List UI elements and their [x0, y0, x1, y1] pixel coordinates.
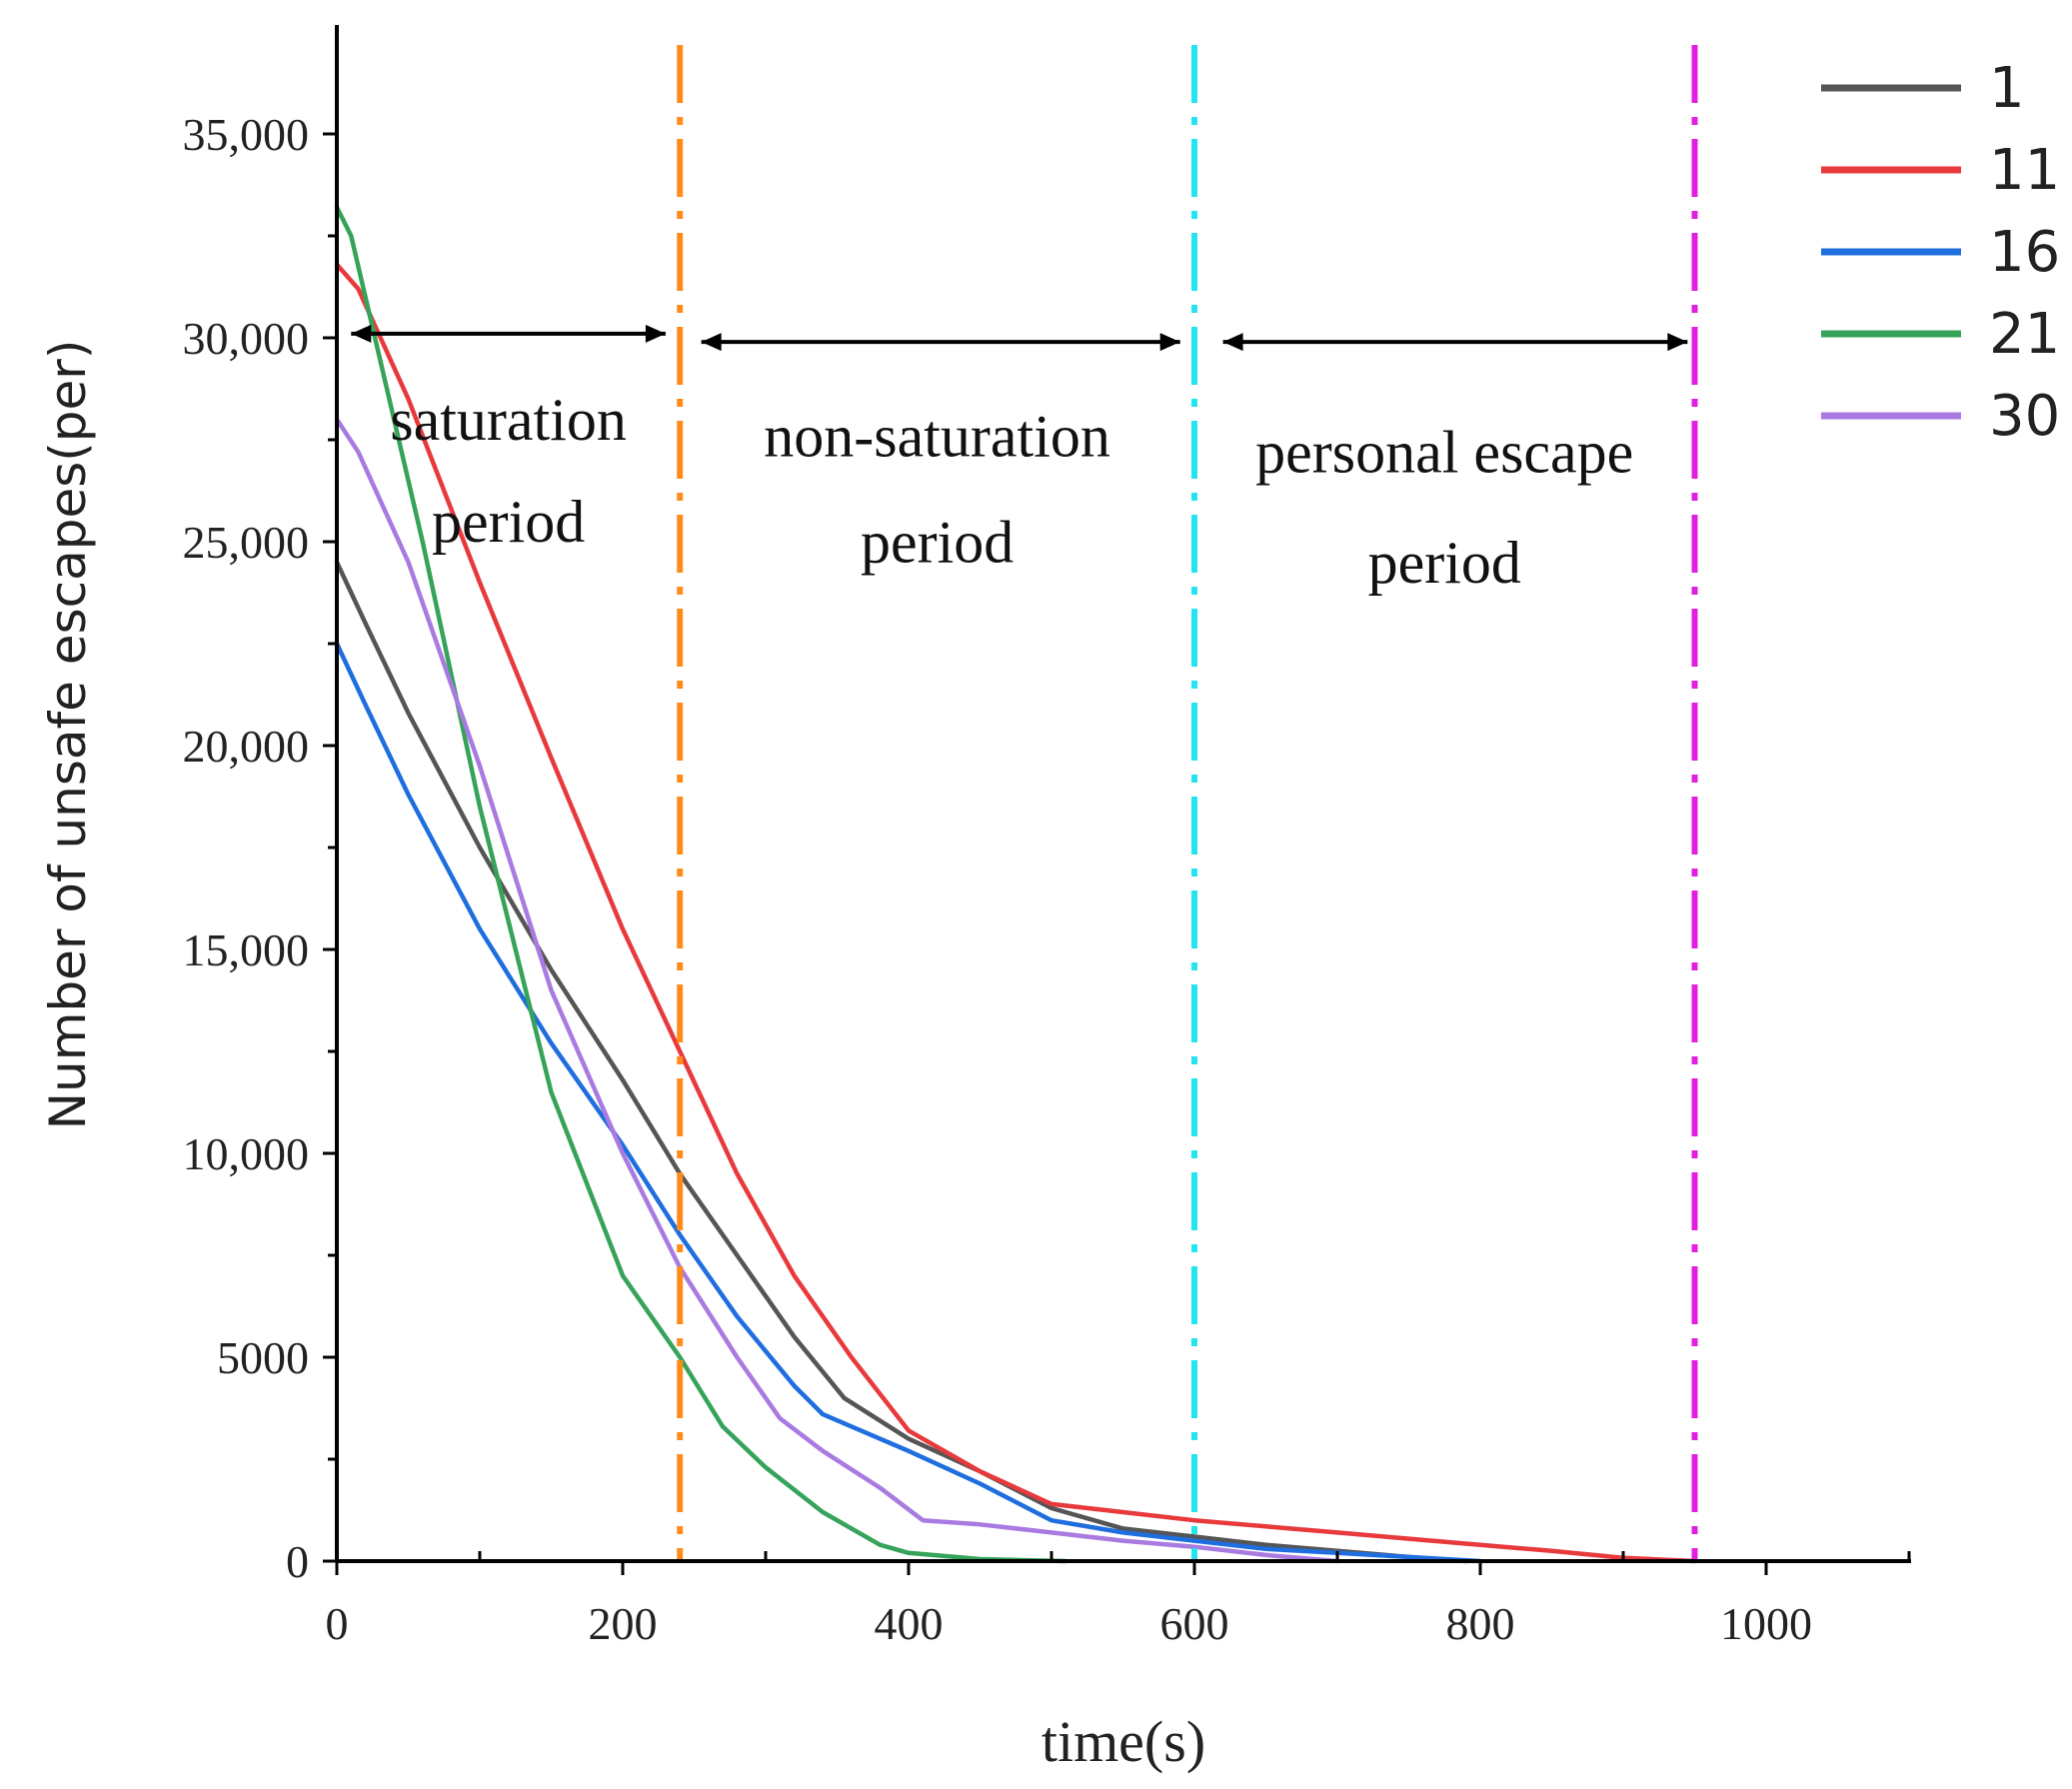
legend-label-11: 11 [1989, 138, 2060, 203]
period-label-1-line-2: period [432, 489, 585, 555]
period-arrowhead-right-3 [1667, 333, 1688, 352]
period-arrowhead-right-1 [645, 324, 666, 343]
legend-label-30: 30 [1989, 384, 2060, 449]
y-axis-title: Number of unsafe escapes(per) [39, 340, 97, 1130]
period-label-3-line-1: personal escape [1255, 420, 1633, 486]
y-tick-label-10000: 10,000 [183, 1128, 310, 1179]
axes-group [335, 25, 1911, 1563]
period-arrowhead-left-1 [351, 324, 372, 343]
series-line-16 [334, 641, 1483, 1564]
period-label-2-line-1: non-saturation [764, 403, 1110, 469]
y-tick-label-0: 0 [286, 1536, 309, 1587]
x-tick-label-200: 200 [589, 1598, 658, 1649]
y-tick-label-35000: 35,000 [183, 109, 310, 160]
tick-group: 0 200 400 600 800 1000 0 5000 10,000 15,000 20,000… [183, 109, 1911, 1649]
y-tick-label-5000: 5000 [217, 1332, 309, 1383]
period-arrowhead-left-2 [701, 333, 722, 352]
period-label-3-line-2: period [1368, 530, 1521, 596]
series-line-11 [334, 262, 1697, 1564]
period-label-2-line-2: period [861, 509, 1014, 575]
x-tick-label-800: 800 [1446, 1598, 1515, 1649]
x-tick-label-600: 600 [1160, 1598, 1229, 1649]
series-lines-group [334, 205, 1697, 1564]
period-arrows-group [351, 324, 1688, 352]
period-divider-group [677, 45, 1698, 1561]
series-line-1 [334, 560, 1468, 1564]
period-arrowhead-left-3 [1222, 333, 1243, 352]
y-tick-label-25000: 25,000 [183, 517, 310, 568]
legend-label-16: 16 [1989, 220, 2060, 285]
legend-label-1: 1 [1989, 56, 2025, 121]
period-labels-group: saturation period non-saturation period pers… [390, 387, 1633, 596]
period-label-1-line-1: saturation [390, 387, 627, 453]
y-tick-label-15000: 15,000 [183, 924, 310, 975]
legend-label-21: 21 [1989, 302, 2060, 367]
x-tick-label-1000: 1000 [1720, 1598, 1812, 1649]
x-axis-title: time(s) [1041, 1709, 1205, 1774]
series-line-21 [334, 205, 1068, 1564]
y-tick-label-20000: 20,000 [183, 721, 310, 772]
x-tick-label-0: 0 [326, 1598, 349, 1649]
x-tick-label-400: 400 [875, 1598, 944, 1649]
y-tick-label-30000: 30,000 [183, 313, 310, 364]
series-line-30 [334, 417, 1340, 1564]
period-arrowhead-right-2 [1159, 333, 1180, 352]
